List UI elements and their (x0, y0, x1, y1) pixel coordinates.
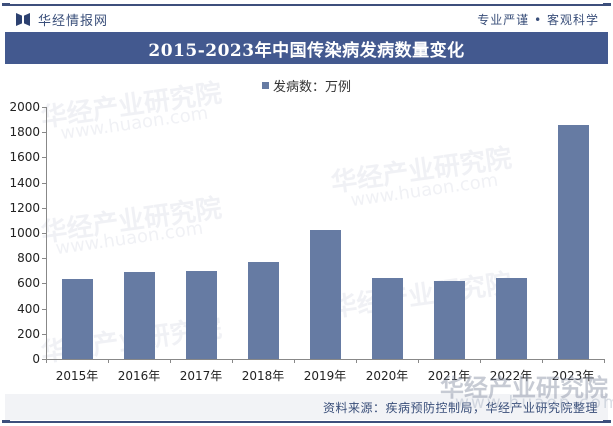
y-tick-label: 0 (32, 352, 40, 366)
legend: 发病数：万例 (0, 76, 613, 95)
y-tick-mark (42, 182, 46, 184)
y-tick-label: 600 (17, 276, 40, 291)
y-tick-mark (42, 207, 46, 209)
y-tick-label: 2000 (9, 100, 40, 114)
x-tick-mark (356, 359, 357, 363)
x-tick-label: 2023年 (551, 369, 595, 383)
y-tick-mark (42, 308, 46, 310)
y-tick-mark (42, 258, 46, 260)
y-tick-mark (42, 283, 46, 285)
x-tick-label: 2015年 (55, 369, 99, 383)
x-tick-mark (108, 359, 109, 363)
bar-2023年 (557, 125, 589, 359)
bar-2022年 (495, 277, 527, 359)
bar-2015年 (61, 278, 93, 359)
bottom-rule (2, 420, 611, 423)
x-tick-mark (232, 359, 233, 363)
watermark-url: www.huaon.com (349, 169, 500, 212)
y-tick-label: 1400 (9, 175, 40, 190)
x-tick-label: 2019年 (303, 369, 347, 383)
y-tick-mark (42, 107, 46, 108)
y-tick-label: 1200 (9, 200, 40, 215)
y-tick-mark (42, 157, 46, 159)
x-tick-label: 2022年 (489, 369, 533, 383)
y-axis (46, 107, 47, 359)
x-tick-mark (418, 359, 419, 363)
bar-2021年 (433, 281, 465, 359)
chart-title: 2015-2023年中国传染病发病数量变化 (148, 40, 465, 61)
watermark-url: www.huaon.com (59, 102, 210, 145)
brand: 华经情报网 (16, 10, 108, 29)
x-tick-label: 2017年 (179, 369, 223, 383)
x-tick-mark (542, 359, 543, 363)
top-rule (2, 3, 611, 6)
y-tick-mark (42, 359, 46, 360)
y-tick-mark (42, 233, 46, 234)
legend-swatch (261, 82, 269, 89)
x-tick-mark (170, 359, 171, 363)
y-tick-mark (42, 132, 46, 134)
y-tick-mark (42, 333, 46, 335)
book-logo-icon (16, 13, 30, 26)
title-bar: 2015-2023年中国传染病发病数量变化 (5, 32, 608, 64)
y-tick-label: 1800 (9, 125, 40, 140)
x-tick-label: 2016年 (117, 369, 161, 383)
bar-2016年 (123, 272, 155, 359)
watermark-text: 华经产业研究院 (39, 193, 224, 249)
source-bar: 资料来源：疾病预防控制局，华经产业研究院整理 (5, 394, 608, 420)
x-tick-mark (480, 359, 481, 363)
y-tick-label: 800 (17, 251, 40, 266)
legend-label: 发病数：万例 (272, 80, 351, 95)
watermark-text: 华经产业研究院 (329, 268, 514, 324)
y-tick-label: 200 (17, 326, 40, 341)
bar-2018年 (247, 261, 279, 359)
x-tick-label: 2018年 (241, 369, 285, 383)
x-tick-label: 2021年 (427, 369, 471, 383)
watermark-text: 华经产业研究院 (440, 374, 608, 402)
y-tick-label: 1600 (9, 150, 40, 165)
bar-2019年 (309, 230, 341, 359)
x-axis (46, 359, 604, 360)
header: 华经情报网 专业严谨 • 客观科学 (0, 7, 613, 31)
y-tick-label: 1000 (9, 226, 40, 240)
watermark-url: www.huaon.com (455, 393, 613, 413)
source-text: 资料来源：疾病预防控制局，华经产业研究院整理 (322, 401, 598, 415)
watermark-text: 华经产业研究院 (329, 143, 514, 199)
x-tick-mark (604, 359, 605, 363)
bar-2020年 (371, 277, 403, 359)
x-tick-mark (294, 359, 295, 363)
brand-name: 华经情报网 (38, 14, 109, 29)
bar-2017年 (185, 271, 217, 359)
x-tick-mark (46, 359, 47, 363)
slogan: 专业严谨 • 客观科学 (477, 13, 599, 27)
x-tick-label: 2020年 (365, 369, 409, 383)
watermark-url: www.huaon.com (54, 217, 205, 260)
y-tick-label: 400 (17, 301, 40, 316)
